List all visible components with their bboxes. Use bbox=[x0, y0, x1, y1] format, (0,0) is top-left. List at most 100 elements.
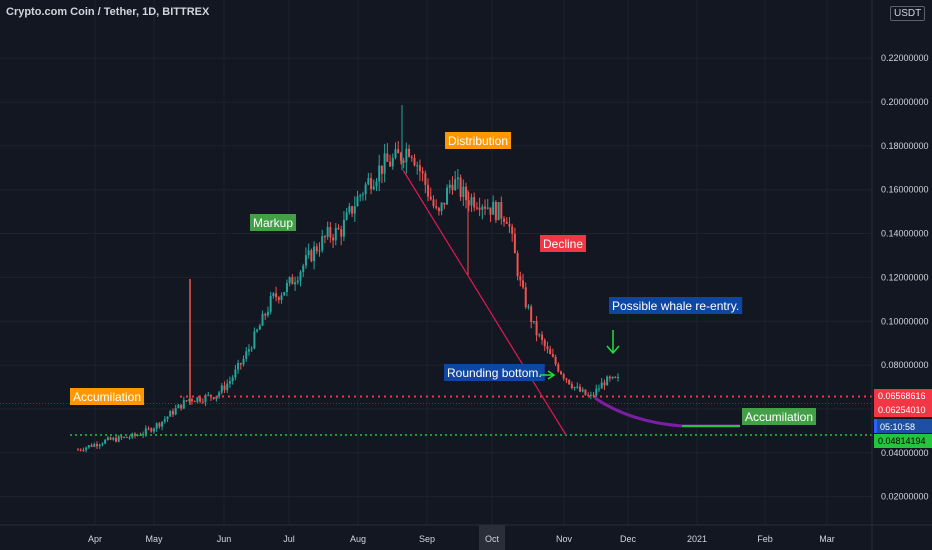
y-tick-label: 0.16000000 bbox=[881, 185, 929, 195]
candle-body bbox=[530, 306, 533, 323]
candle-body bbox=[345, 212, 348, 220]
candle-body bbox=[226, 383, 229, 390]
candle-body bbox=[573, 387, 576, 389]
candle-body bbox=[104, 439, 107, 444]
candle-body bbox=[370, 178, 373, 190]
candle-body bbox=[212, 397, 215, 399]
candle-body bbox=[85, 447, 88, 451]
y-tick-label: 0.08000000 bbox=[881, 360, 929, 370]
candle-body bbox=[581, 389, 584, 392]
candle-body bbox=[486, 207, 489, 209]
candle-body bbox=[527, 306, 530, 308]
candle-body bbox=[538, 334, 541, 336]
candle-body bbox=[185, 400, 188, 402]
candle-body bbox=[386, 153, 389, 162]
annotation-label: Accumilation bbox=[745, 410, 813, 424]
candle-body bbox=[494, 201, 497, 221]
candle-body bbox=[239, 363, 242, 365]
candle-body bbox=[199, 397, 202, 402]
candle-body bbox=[541, 334, 544, 340]
candle-body bbox=[133, 433, 136, 436]
candle-body bbox=[391, 157, 394, 167]
candle-body bbox=[516, 253, 519, 277]
candle-body bbox=[437, 207, 440, 212]
candle-body bbox=[128, 437, 131, 439]
candle-body bbox=[608, 376, 611, 379]
candle-body bbox=[120, 436, 123, 438]
candle-body bbox=[551, 354, 554, 357]
candle-body bbox=[456, 177, 459, 180]
candle-body bbox=[478, 207, 481, 210]
candle-body bbox=[285, 283, 288, 293]
annotation-box bbox=[742, 408, 817, 425]
candle-body bbox=[220, 385, 223, 393]
candle-body bbox=[595, 388, 598, 396]
candle-body bbox=[315, 246, 318, 252]
candle-body bbox=[337, 227, 340, 230]
candle-body bbox=[614, 376, 617, 378]
candle-body bbox=[152, 428, 155, 432]
candle-body bbox=[77, 449, 79, 451]
chart-grid bbox=[0, 0, 872, 525]
candle-body bbox=[207, 394, 210, 396]
candle-body bbox=[112, 437, 115, 440]
candle-body bbox=[416, 165, 419, 167]
candle-body bbox=[543, 339, 546, 347]
candle-body bbox=[334, 227, 337, 241]
candle-body bbox=[367, 178, 370, 185]
candle-body bbox=[87, 445, 90, 448]
candle-body bbox=[394, 149, 397, 158]
candle-body bbox=[231, 377, 234, 382]
candle-body bbox=[326, 227, 329, 237]
candle-body bbox=[519, 276, 522, 281]
x-tick-highlight bbox=[479, 525, 505, 550]
candle-body bbox=[258, 325, 261, 330]
candle-body bbox=[158, 423, 161, 427]
y-tick-label: 0.22000000 bbox=[881, 53, 929, 63]
candle-body bbox=[421, 171, 424, 174]
candle-body bbox=[429, 196, 432, 200]
candle-body bbox=[180, 404, 183, 409]
price-badge-resistance-label: 0.06568616 bbox=[878, 391, 926, 401]
candle-body bbox=[247, 349, 250, 352]
countdown-badge-edge bbox=[874, 419, 877, 433]
candle-body bbox=[560, 371, 563, 375]
candle-body bbox=[310, 250, 313, 262]
candle-body bbox=[264, 313, 267, 316]
candle-body bbox=[190, 399, 193, 402]
candle-body bbox=[150, 428, 153, 432]
candle-body bbox=[302, 265, 305, 272]
candle-body bbox=[380, 165, 383, 174]
candle-body bbox=[142, 433, 145, 436]
candle-body bbox=[446, 187, 449, 205]
annotation-box bbox=[609, 297, 743, 314]
candle-body bbox=[144, 428, 147, 434]
time-axis[interactable]: Apr May Jun Jul Aug Sep Oct Nov Dec 2021 Feb Mar bbox=[0, 524, 932, 550]
candle-body bbox=[359, 195, 362, 197]
x-tick-label: 2021 bbox=[687, 534, 707, 544]
candle-body bbox=[245, 351, 248, 359]
candle-body bbox=[204, 395, 207, 403]
candle-body bbox=[95, 444, 98, 447]
candle-body bbox=[513, 233, 516, 254]
price-badge-support-label: 0.04814194 bbox=[878, 436, 926, 446]
x-tick-label: Feb bbox=[757, 534, 773, 544]
currency-badge[interactable]: USDT bbox=[890, 6, 926, 21]
candle-body bbox=[408, 148, 411, 157]
candle-body bbox=[79, 449, 82, 451]
x-tick-label: Aug bbox=[350, 534, 366, 544]
candle-body bbox=[511, 226, 514, 234]
candle-body bbox=[505, 221, 508, 224]
candle-body bbox=[266, 311, 269, 316]
candle-body bbox=[448, 184, 451, 188]
y-tick-label: 0.20000000 bbox=[881, 97, 929, 107]
candle-body bbox=[342, 219, 345, 237]
candle-body bbox=[562, 374, 565, 379]
candle-body bbox=[378, 165, 381, 182]
y-tick-label: 0.18000000 bbox=[881, 141, 929, 151]
price-axis[interactable]: 0.020000000.040000000.060000000.08000000… bbox=[871, 0, 932, 550]
candle-body bbox=[389, 161, 392, 167]
candle-body bbox=[177, 404, 180, 409]
candle-body bbox=[565, 378, 568, 380]
